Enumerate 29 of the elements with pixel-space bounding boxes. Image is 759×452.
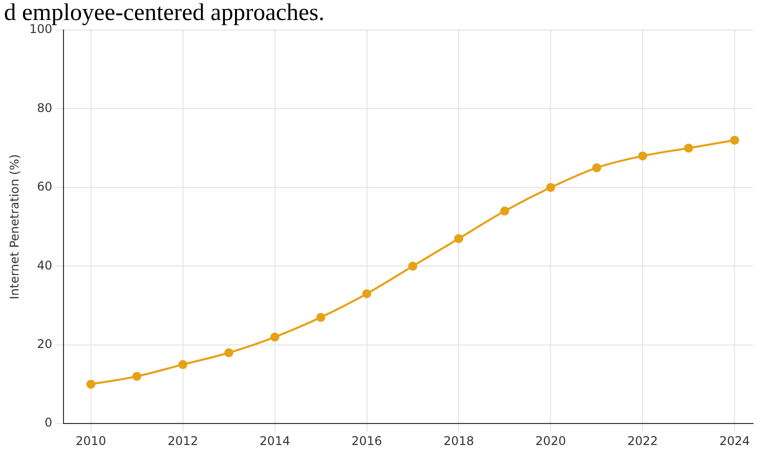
x-tick-label: 2018 bbox=[443, 434, 474, 448]
x-tick-label: 2014 bbox=[260, 434, 290, 448]
y-axis-title: Internet Penetration (%) bbox=[7, 154, 22, 300]
point bbox=[86, 380, 96, 389]
y-tick-label: 40 bbox=[37, 258, 52, 272]
point bbox=[270, 332, 280, 342]
point bbox=[132, 372, 142, 381]
point bbox=[362, 289, 372, 298]
y-tick-label: 80 bbox=[37, 100, 52, 115]
point bbox=[684, 144, 694, 153]
point bbox=[224, 348, 234, 358]
point bbox=[500, 206, 510, 216]
x-tick-label: 2010 bbox=[76, 434, 106, 448]
point bbox=[638, 151, 648, 160]
point bbox=[408, 262, 418, 271]
x-tick-label: 2016 bbox=[351, 434, 382, 448]
point bbox=[546, 182, 556, 192]
y-tick-label: 20 bbox=[37, 337, 52, 352]
point bbox=[178, 360, 188, 370]
point bbox=[730, 136, 740, 145]
y-tick-label: 60 bbox=[37, 180, 52, 194]
point bbox=[592, 163, 602, 172]
y-tick-label: 0 bbox=[44, 416, 52, 430]
x-tick-label: 2012 bbox=[168, 434, 198, 448]
x-tick-label: 2024 bbox=[719, 434, 750, 448]
point bbox=[454, 234, 464, 244]
x-tick-label: 2022 bbox=[627, 434, 658, 448]
point bbox=[316, 312, 326, 322]
x-tick-label: 2020 bbox=[535, 434, 566, 448]
